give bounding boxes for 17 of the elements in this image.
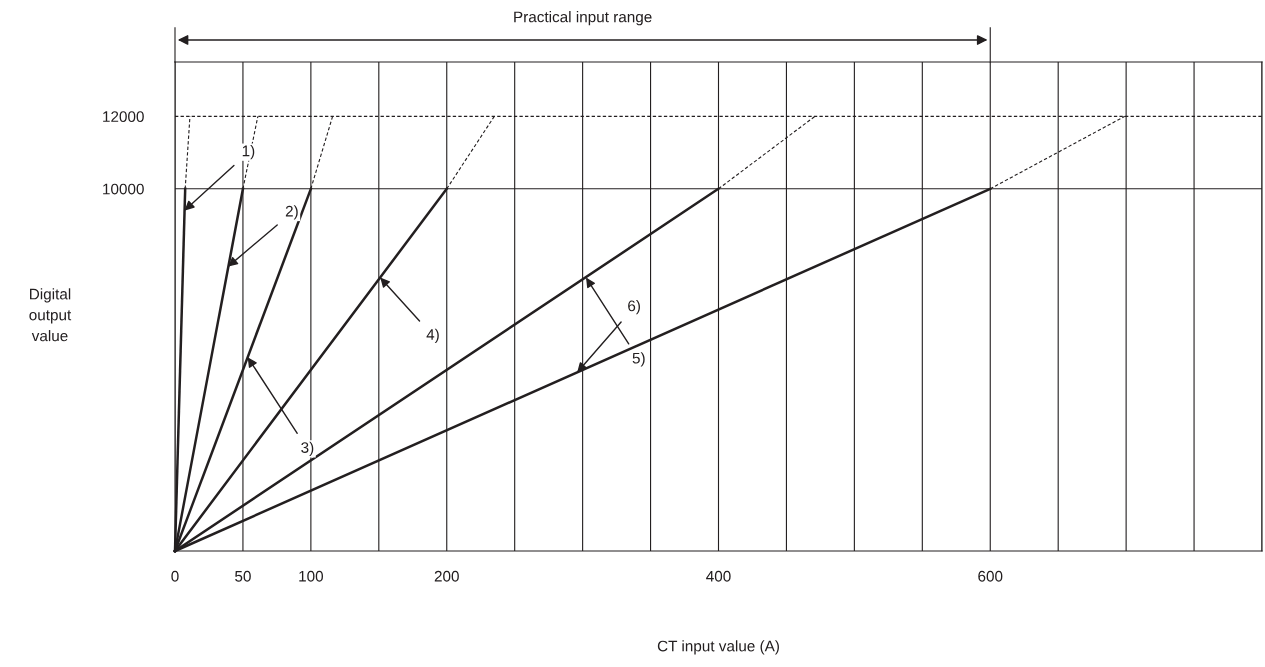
x-tick-label: 100 [299,570,324,582]
x-tick-label: 400 [706,570,731,582]
y-axis-title: Digital output value [29,288,72,342]
x-tick-label: 0 [171,570,179,582]
annotation: 3) [301,441,314,456]
x-tick-label: 50 [235,570,251,582]
x-tick-label: 600 [978,570,1003,582]
x-tick-label: 200 [434,570,459,582]
y-tick-label: 12000 [103,111,144,123]
annotation: 6) [628,300,640,315]
annotation: 4) [426,328,439,343]
annotation: 1) [242,145,255,160]
y-tick-label: 10000 [103,183,144,195]
x-axis-title: CT input value (A) [657,640,779,655]
text: Practical input range [514,11,652,26]
annotation: 2) [285,205,298,220]
annotation: 5) [632,352,645,367]
